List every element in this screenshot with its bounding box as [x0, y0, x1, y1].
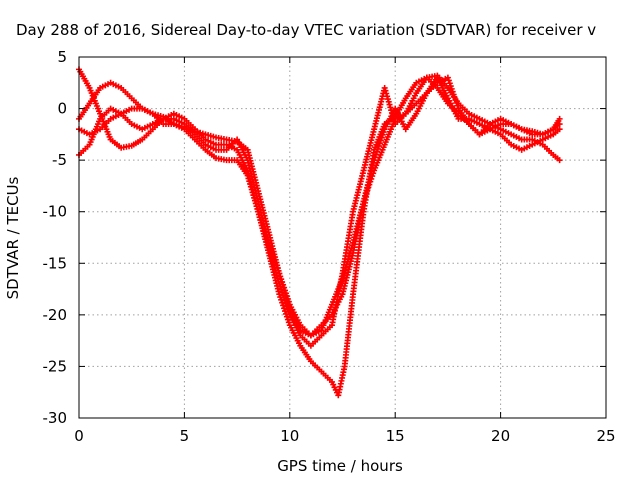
data-point	[365, 184, 372, 191]
x-tick-label: 0	[74, 427, 84, 445]
y-tick-label: -25	[43, 357, 68, 375]
plot-frame	[78, 56, 607, 419]
data-point	[377, 137, 384, 144]
data-point	[454, 102, 461, 109]
y-tick-label: -15	[43, 254, 68, 272]
y-tick-label: -20	[43, 306, 68, 324]
y-tick-label: 0	[57, 100, 67, 118]
data-point	[376, 140, 383, 147]
x-tick-label: 15	[386, 427, 405, 445]
y-tick-label: -5	[52, 151, 67, 169]
chart-title: Day 288 of 2016, Sidereal Day-to-day VTE…	[16, 21, 596, 39]
data-point	[278, 276, 285, 283]
y-tick-label: 5	[57, 48, 67, 66]
data-point	[368, 175, 375, 182]
data-point	[360, 198, 367, 205]
data-point	[364, 187, 371, 194]
data-point	[378, 134, 385, 141]
data-point	[556, 126, 563, 133]
data-point	[446, 80, 453, 87]
data-point	[366, 181, 373, 188]
data-point	[279, 279, 286, 286]
data-point	[451, 94, 458, 101]
x-tick-label: 20	[491, 427, 510, 445]
data-point	[367, 178, 374, 185]
data-point	[556, 115, 563, 122]
y-tick-label: -30	[43, 409, 68, 427]
axes: 0 5 10 15 20 25 5 0 -5 -10 -15 -20 -25 -30	[43, 48, 616, 445]
data-point	[362, 192, 369, 199]
grid	[79, 57, 606, 418]
data-point	[282, 290, 289, 297]
data-point	[447, 83, 454, 90]
data-point	[375, 143, 382, 150]
y-tick-label: -10	[43, 203, 68, 221]
series-track-1	[76, 66, 563, 399]
data-point	[361, 195, 368, 202]
data-point	[380, 129, 387, 136]
data-point	[363, 189, 370, 196]
data-point	[450, 91, 457, 98]
series-track-4	[76, 74, 563, 339]
data-point	[445, 77, 452, 84]
data-point	[284, 295, 291, 302]
data-point	[280, 281, 287, 288]
data-point	[281, 284, 288, 291]
y-axis-label: SDTVAR / TECUs	[4, 176, 22, 299]
data-point	[448, 85, 455, 92]
data-point	[374, 145, 381, 152]
data-marks	[76, 66, 563, 399]
data-point	[449, 88, 456, 95]
data-point	[453, 99, 460, 106]
data-point	[556, 157, 563, 164]
x-tick-label: 10	[280, 427, 299, 445]
data-point	[556, 121, 563, 128]
data-point	[369, 173, 376, 180]
x-tick-label: 25	[596, 427, 615, 445]
x-axis-label: GPS time / hours	[277, 457, 403, 475]
data-point	[370, 170, 377, 177]
data-point	[277, 273, 284, 280]
data-point	[282, 287, 289, 294]
x-tick-label: 5	[180, 427, 190, 445]
data-point	[452, 97, 459, 104]
data-point	[379, 131, 386, 138]
data-point	[285, 298, 292, 305]
data-point	[276, 270, 283, 277]
data-point	[283, 293, 290, 300]
data-point	[444, 74, 451, 81]
